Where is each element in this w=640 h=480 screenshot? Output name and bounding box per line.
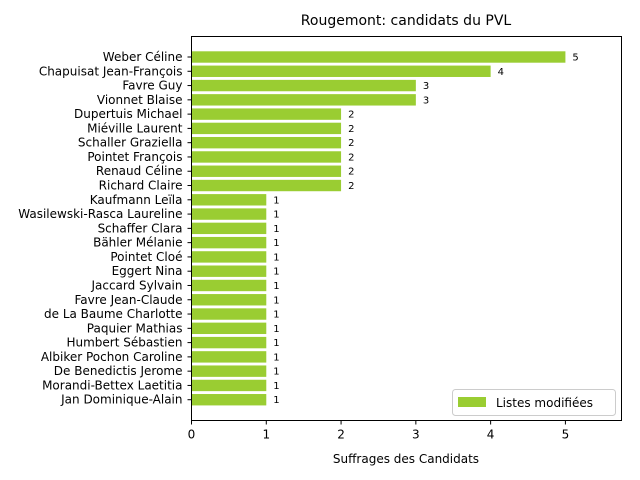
bar [191,79,416,92]
legend-box [452,389,616,416]
bar-value-label: 1 [273,281,279,292]
y-tick-label: Favre Guy [122,79,182,93]
bar [191,136,342,149]
y-tick-label: Chapuisat Jean-François [39,64,183,78]
bar-value-label: 1 [273,295,279,306]
bar [191,294,267,306]
bar [191,322,267,335]
bar-value-label: 1 [273,367,279,378]
bar-value-label: 1 [273,252,279,263]
y-tick-label: Schaller Graziella [78,136,183,150]
plot-frame [191,36,622,421]
bar [191,351,267,363]
x-axis-label: Suffrages des Candidats [333,452,479,466]
y-tick-label: Kaufmann Leïla [90,193,183,207]
y-tick-label: Paquier Mathias [87,321,183,335]
y-tick-label: Dupertuis Michael [74,107,182,121]
bar [191,279,267,292]
y-tick-label: Morandi-Bettex Laetitia [42,378,182,392]
bar-value-label: 1 [273,324,279,335]
bar [191,179,342,192]
bar [191,151,342,163]
bar-value-label: 4 [498,67,504,78]
bar-value-label: 2 [348,152,354,163]
bar [191,265,267,277]
bar [191,108,342,120]
legend: Listes modifiées [452,389,616,416]
y-tick-label: De Benedictis Jerome [54,364,183,378]
bar-value-label: 1 [273,338,279,349]
bar [191,51,566,63]
legend-swatch [458,397,486,407]
x-tick-label: 1 [262,428,270,442]
y-tick-label: de La Baume Charlotte [44,307,183,321]
x-axis-ticks: 0 1 2 3 4 5 [188,420,570,442]
bar-value-label: 2 [348,110,354,121]
bar-value-label: 3 [423,95,429,106]
bar [191,365,267,377]
bar-value-label: 3 [423,81,429,92]
y-tick-label: Eggert Nina [112,264,183,278]
y-tick-label: Richard Claire [99,179,183,193]
bar-value-label: 2 [348,124,354,135]
y-tick-label: Pointet François [87,150,182,164]
bar-value-label: 5 [572,53,578,64]
bar-value-label: 1 [273,210,279,221]
y-tick-label: Schaffer Clara [98,221,183,235]
x-tick-label: 2 [337,428,345,442]
y-tick-label: Albiker Pochon Caroline [41,350,183,364]
bar-value-label: 1 [273,310,279,321]
bar-value-label: 2 [348,181,354,192]
bar [191,165,342,177]
bar [191,208,267,220]
bar-value-label: 1 [273,381,279,392]
y-tick-label: Jaccard Sylvain [90,278,182,292]
bars-group [191,51,566,406]
x-tick-label: 0 [188,428,196,442]
bar [191,236,267,249]
y-tick-label: Bähler Mélanie [93,236,182,250]
bar-value-label: 2 [348,138,354,149]
bar [191,379,267,392]
legend-label: Listes modifiées [496,396,593,410]
bar-value-label: 1 [273,195,279,206]
bar [191,94,416,106]
bar [191,194,267,206]
bar-value-label: 2 [348,167,354,178]
bar-value-label: 1 [273,238,279,249]
bar-value-label: 1 [273,267,279,278]
x-tick-label: 4 [487,428,495,442]
x-tick-label: 5 [562,428,570,442]
y-tick-label: Vionnet Blaise [97,93,183,107]
bar [191,336,267,349]
bar [191,308,267,320]
bar [191,251,267,263]
value-labels-group: 5 4 3 3 2 2 2 2 2 2 1 1 1 1 1 1 1 1 1 1 1 1 1 1 1 [273,53,579,407]
y-tick-label: Favre Jean-Claude [74,293,182,307]
y-tick-label: Pointet Cloé [110,250,182,264]
y-tick-label: Humbert Sébastien [66,336,182,350]
x-tick-label: 3 [412,428,420,442]
y-tick-label: Miéville Laurent [87,121,183,135]
y-tick-label: Wasilewski-Rasca Laureline [18,207,182,221]
bar-value-label: 1 [273,224,279,235]
chart-title: Rougemont: candidats du PVL [301,13,512,29]
y-tick-label: Renaud Céline [96,164,183,178]
y-tick-label: Jan Dominique-Alain [60,393,182,407]
bar-value-label: 1 [273,395,279,406]
bar-value-label: 1 [273,352,279,363]
y-tick-label: Weber Céline [103,50,183,64]
bar [191,394,267,406]
bar [191,122,342,135]
bar [191,222,267,235]
bar [191,65,491,77]
